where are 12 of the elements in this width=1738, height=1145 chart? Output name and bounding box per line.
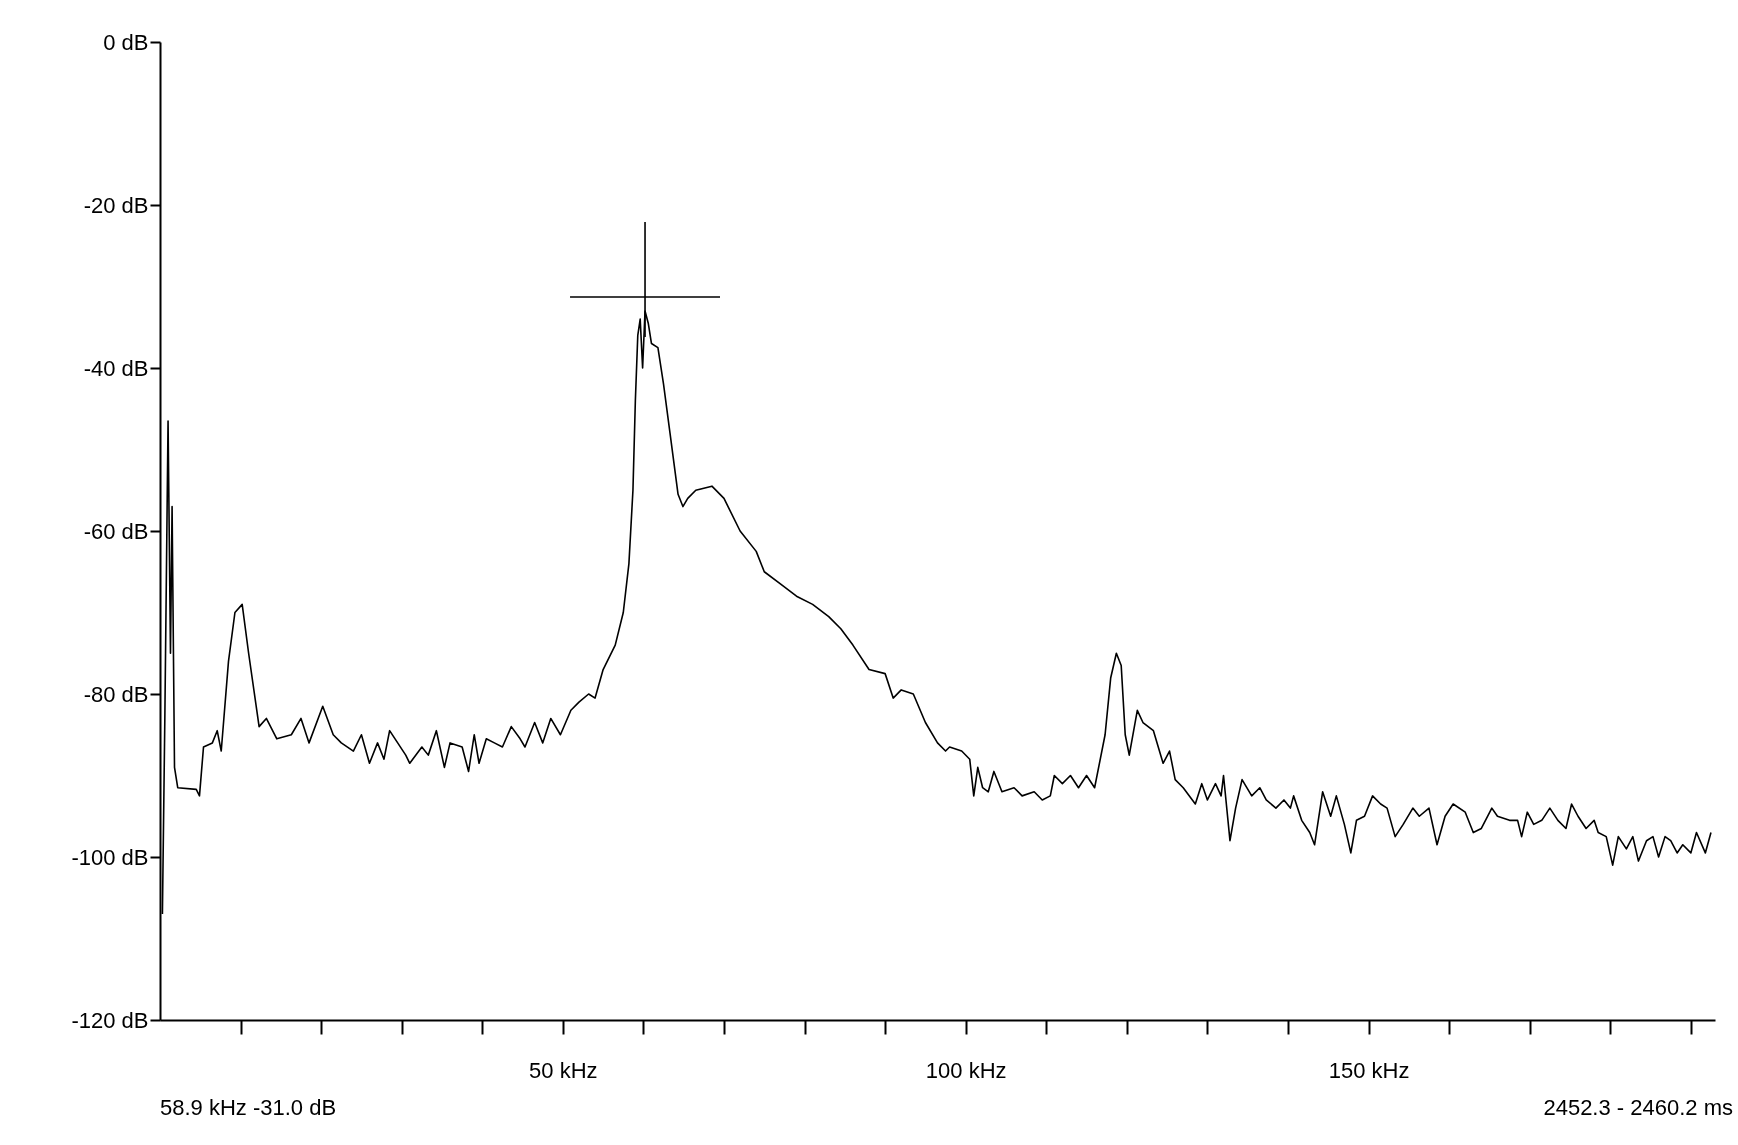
x-tick-label: 100 kHz: [925, 1057, 1007, 1083]
text: 58.9 kHz -31.0 dB: [160, 1095, 337, 1120]
y-tick-label: -60 dB: [83, 518, 149, 544]
y-tick-label: -100 dB: [71, 844, 149, 870]
y-tick-label: -80 dB: [83, 681, 149, 707]
y-tick-label: 0 dB: [103, 29, 149, 55]
text: 2452.3 - 2460.2 ms: [1543, 1095, 1733, 1120]
x-tick-label: 50 kHz: [529, 1057, 598, 1083]
y-tick-label: -120 dB: [71, 1007, 149, 1033]
x-tick-label: 150 kHz: [1328, 1057, 1410, 1083]
y-tick-label: -40 dB: [83, 355, 149, 381]
y-tick-label: -20 dB: [83, 192, 149, 218]
